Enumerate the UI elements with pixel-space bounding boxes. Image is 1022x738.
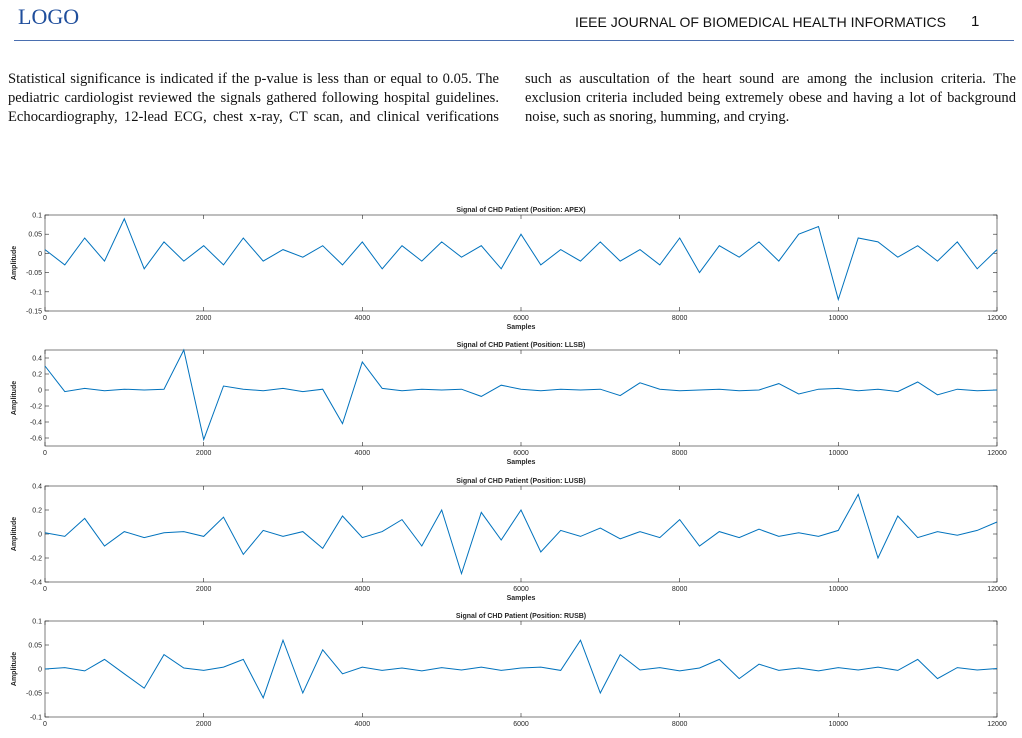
x-tick-label: 0	[43, 586, 47, 593]
x-tick-label: 8000	[672, 586, 688, 593]
chart-title: Signal of CHD Patient (Position: LLSB)	[457, 342, 586, 349]
plot-area	[44, 349, 998, 447]
x-tick-label: 8000	[672, 450, 688, 457]
logo: LOGO	[18, 4, 80, 29]
plot-area	[44, 214, 998, 312]
x-tick-label: 4000	[355, 586, 371, 593]
y-tick-label: 0.2	[32, 508, 42, 515]
y-tick-label: -0.2	[30, 404, 42, 411]
signal-line	[44, 348, 998, 442]
x-tick-label: 8000	[672, 721, 688, 728]
x-tick-label: 10000	[829, 450, 849, 457]
x-tick-label: 10000	[829, 721, 849, 728]
signal-line	[44, 217, 998, 302]
x-tick-label: 12000	[987, 450, 1007, 457]
y-tick-label: 0	[38, 388, 42, 395]
y-tick-label: 0.1	[32, 619, 42, 626]
signal-line	[44, 493, 998, 576]
x-axis-label: Samples	[507, 595, 536, 602]
x-tick-label: 4000	[355, 721, 371, 728]
y-tick-label: -0.4	[30, 420, 42, 427]
signal-line	[44, 638, 998, 700]
y-tick-label: -0.15	[26, 309, 42, 316]
chart-title: Signal of CHD Patient (Position: APEX)	[456, 207, 585, 214]
x-tick-label: 10000	[829, 586, 849, 593]
x-tick-label: 12000	[987, 315, 1007, 322]
x-tick-label: 8000	[672, 315, 688, 322]
paragraph: Statistical significance is indicated if…	[8, 71, 1016, 125]
x-tick-label: 6000	[513, 721, 529, 728]
y-tick-label: 0.1	[32, 213, 42, 220]
x-tick-label: 10000	[829, 315, 849, 322]
header-rule	[14, 40, 1014, 41]
chart-title: Signal of CHD Patient (Position: RUSB)	[456, 613, 586, 620]
chart-title: Signal of CHD Patient (Position: LUSB)	[456, 478, 586, 485]
y-tick-label: -0.6	[30, 436, 42, 443]
y-tick-label: -0.2	[30, 556, 42, 563]
x-tick-label: 0	[43, 450, 47, 457]
y-tick-label: 0.2	[32, 372, 42, 379]
x-tick-label: 12000	[987, 586, 1007, 593]
x-tick-label: 2000	[196, 586, 212, 593]
y-tick-label: -0.05	[26, 691, 42, 698]
x-tick-label: 0	[43, 315, 47, 322]
y-axis-label: Amplitude	[11, 246, 18, 280]
y-tick-label: -0.4	[30, 580, 42, 587]
y-axis-label: Amplitude	[11, 517, 18, 551]
x-tick-label: 2000	[196, 315, 212, 322]
y-axis-label: Amplitude	[11, 381, 18, 415]
x-axis-label: Samples	[507, 324, 536, 331]
x-tick-label: 6000	[513, 586, 529, 593]
journal-name: IEEE JOURNAL OF BIOMEDICAL HEALTH INFORM…	[574, 14, 946, 30]
x-tick-label: 0	[43, 721, 47, 728]
x-tick-label: 4000	[355, 315, 371, 322]
x-tick-label: 4000	[355, 450, 371, 457]
y-tick-label: 0.4	[32, 356, 42, 363]
x-tick-label: 12000	[987, 721, 1007, 728]
y-tick-label: 0	[38, 532, 42, 539]
y-tick-label: 0	[38, 251, 42, 258]
y-tick-label: 0.05	[28, 232, 42, 239]
page-number: 1	[971, 13, 980, 30]
figure: Signal of CHD Patient (Position: APEX) Am…	[11, 207, 1007, 728]
y-tick-label: -0.1	[30, 715, 42, 722]
y-tick-label: 0.4	[32, 484, 42, 491]
y-axis-label: Amplitude	[11, 652, 18, 686]
plot-area	[44, 620, 998, 718]
plot-area	[44, 485, 998, 583]
x-axis-label: Samples	[507, 459, 536, 466]
y-tick-label: 0	[38, 667, 42, 674]
x-tick-label: 6000	[513, 450, 529, 457]
y-tick-label: -0.05	[26, 270, 42, 277]
y-tick-label: 0.05	[28, 643, 42, 650]
x-tick-label: 2000	[196, 721, 212, 728]
x-tick-label: 2000	[196, 450, 212, 457]
y-tick-label: -0.1	[30, 289, 42, 296]
x-tick-label: 6000	[513, 315, 529, 322]
